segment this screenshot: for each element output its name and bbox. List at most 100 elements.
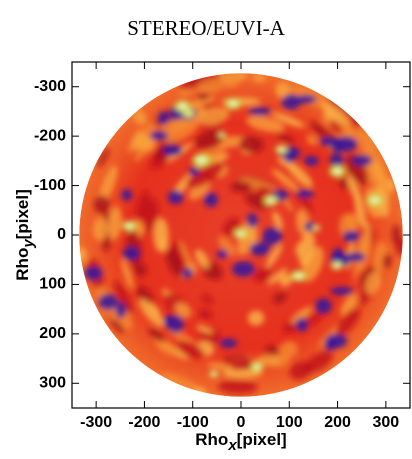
texture-blob [135,190,150,221]
texture-blob [170,240,187,273]
texture-blob [163,118,200,144]
texture-blob [194,129,226,149]
texture-blob [272,211,283,230]
texture-blob [298,231,316,267]
texture-blob [113,280,134,314]
texture-blob [262,227,283,246]
texture-blob [179,240,196,276]
texture-blob [216,249,228,259]
texture-blob [196,156,207,164]
texture-blob [153,217,169,253]
texture-blob [339,122,359,142]
texture-blob [174,302,192,319]
texture-blob [167,190,184,205]
texture-blob [394,237,403,257]
texture-blob [279,273,293,287]
texture-blob [120,257,134,290]
texture-blob [79,247,87,262]
texture-blob [345,212,359,234]
y-tick-label: 100 [39,276,66,293]
texture-blob [195,77,229,93]
texture-blob [324,338,338,351]
texture-blob [203,192,218,207]
texture-blob [125,223,134,229]
texture-blob [294,94,317,104]
chart-title: STEREO/EUVI-A [127,16,285,40]
texture-blob [232,261,255,277]
texture-blob [238,135,264,153]
texture-blob [154,338,177,356]
texture-blob [246,116,286,133]
label-part: Rho [195,430,228,449]
y-tick-label: 300 [39,375,66,392]
texture-blob [84,266,103,281]
texture-blob [271,112,305,128]
x-tick-label: 100 [276,414,303,431]
texture-blob [344,153,368,186]
texture-blob [188,166,200,176]
texture-blob [248,107,272,116]
y-tick-label: -300 [34,78,66,95]
x-tick-label: 300 [373,414,400,431]
texture-blob [237,231,245,237]
texture-blob [93,195,110,214]
texture-blob [321,102,351,127]
texture-blob [132,109,147,125]
texture-blob [138,298,165,328]
disk-image [79,73,403,397]
texture-blob [139,136,155,152]
texture-blob [354,194,366,228]
texture-blob [331,247,345,266]
texture-blob [265,243,283,269]
texture-blob [134,263,147,277]
texture-blob [92,217,108,241]
texture-blob [319,137,340,147]
texture-blob [315,298,332,314]
texture-blob [220,73,241,88]
texture-blob [107,206,123,241]
y-tick-label: -200 [34,127,66,144]
texture-blob [186,161,225,189]
label-part: y [20,239,37,249]
texture-blob [230,181,252,193]
texture-blob [182,267,193,279]
texture-blob [249,242,271,256]
texture-blob [197,107,230,126]
texture-blob [194,249,210,269]
texture-blob [229,100,238,107]
texture-blob [314,226,319,230]
texture-blob [290,306,313,324]
texture-blob [277,156,296,171]
texture-blob [278,341,299,359]
texture-blob [271,168,300,192]
texture-blob [217,379,258,394]
texture-blob [295,318,309,332]
texture-blob [267,268,288,286]
texture-blob [218,236,237,257]
texture-blob [162,144,183,156]
texture-blob [244,193,269,210]
texture-blob [197,92,210,101]
texture-blob [253,364,261,370]
texture-blob [302,246,324,282]
texture-blob [342,230,360,243]
texture-blob [196,324,214,334]
texture-blob [346,173,362,204]
texture-blob [333,168,342,175]
texture-blob [246,213,258,228]
y-axis-label: Rhoy[pixel] [13,189,36,280]
texture-blob [365,271,381,295]
texture-blob [201,294,214,304]
texture-blob [121,189,133,201]
texture-blob [122,246,140,261]
label-part: Rho [13,248,32,281]
texture-blob [340,294,358,316]
texture-blob [176,340,205,359]
texture-blob [278,147,285,152]
texture-blob [370,197,380,204]
texture-blob [295,189,315,199]
texture-blob [345,251,366,262]
x-tick-label: 200 [324,414,351,431]
texture-blob [330,286,354,296]
y-tick-label: 0 [57,226,66,243]
